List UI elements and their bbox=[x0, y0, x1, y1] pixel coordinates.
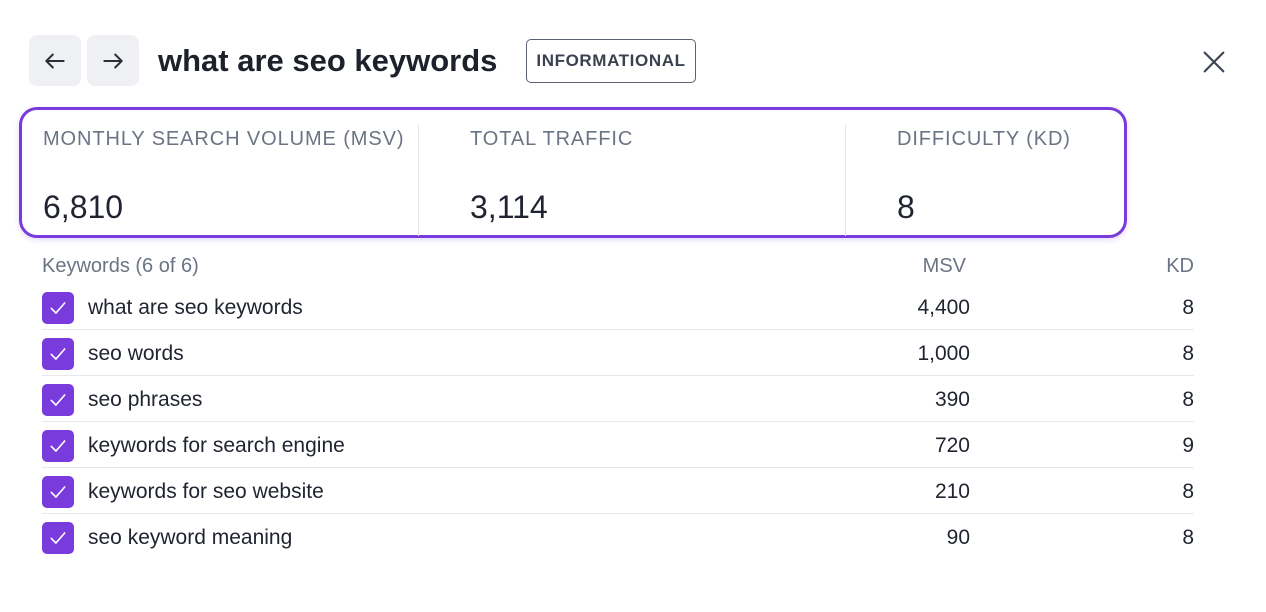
keywords-list: what are seo keywords 4,400 8 seo words … bbox=[42, 284, 1194, 560]
keyword-checkbox[interactable] bbox=[42, 292, 74, 324]
keyword-kd: 8 bbox=[1182, 388, 1194, 411]
keyword-kd: 8 bbox=[1182, 526, 1194, 549]
checkmark-icon bbox=[50, 348, 66, 360]
close-icon bbox=[1203, 51, 1225, 73]
keyword-kd: 8 bbox=[1182, 480, 1194, 503]
keyword-text: seo keyword meaning bbox=[88, 526, 293, 549]
table-row: keywords for search engine 720 9 bbox=[42, 422, 1194, 468]
arrow-left-icon bbox=[45, 53, 65, 68]
stat-value: 8 bbox=[897, 189, 915, 225]
keyword-checkbox[interactable] bbox=[42, 384, 74, 416]
keywords-column-header: Keywords (6 of 6) bbox=[42, 255, 199, 277]
forward-button[interactable] bbox=[87, 35, 139, 86]
table-row: what are seo keywords 4,400 8 bbox=[42, 284, 1194, 330]
keyword-text: seo words bbox=[88, 342, 184, 365]
keyword-msv: 90 bbox=[946, 526, 970, 549]
page-title: what are seo keywords bbox=[158, 43, 498, 78]
keyword-checkbox[interactable] bbox=[42, 430, 74, 462]
checkmark-icon bbox=[50, 486, 66, 498]
keyword-text: keywords for search engine bbox=[88, 434, 345, 457]
stats-card: MONTHLY SEARCH VOLUME (MSV) 6,810 TOTAL … bbox=[19, 107, 1127, 238]
msv-column-header[interactable]: MSV bbox=[922, 255, 966, 277]
table-row: seo phrases 390 8 bbox=[42, 376, 1194, 422]
table-row: keywords for seo website 210 8 bbox=[42, 468, 1194, 514]
keyword-kd: 8 bbox=[1182, 342, 1194, 365]
back-button[interactable] bbox=[29, 35, 81, 86]
checkmark-icon bbox=[50, 532, 66, 544]
keyword-text: seo phrases bbox=[88, 388, 203, 411]
keyword-checkbox[interactable] bbox=[42, 522, 74, 554]
checkmark-icon bbox=[50, 302, 66, 314]
arrow-right-icon bbox=[103, 53, 123, 68]
stat-divider bbox=[845, 125, 846, 236]
stat-difficulty: DIFFICULTY (KD) 8 bbox=[897, 110, 1107, 235]
stat-divider bbox=[418, 125, 419, 236]
stat-label: DIFFICULTY (KD) bbox=[897, 128, 1071, 150]
table-row: seo keyword meaning 90 8 bbox=[42, 514, 1194, 560]
keywords-table-header: Keywords (6 of 6) MSV KD bbox=[0, 253, 1266, 279]
stat-label: TOTAL TRAFFIC bbox=[470, 128, 634, 150]
stat-total-traffic: TOTAL TRAFFIC 3,114 bbox=[470, 110, 846, 235]
keyword-checkbox[interactable] bbox=[42, 338, 74, 370]
stat-label: MONTHLY SEARCH VOLUME (MSV) bbox=[43, 128, 405, 150]
checkmark-icon bbox=[50, 394, 66, 406]
stat-value: 3,114 bbox=[470, 189, 548, 225]
intent-badge: INFORMATIONAL bbox=[526, 39, 696, 83]
checkmark-icon bbox=[50, 440, 66, 452]
table-row: seo words 1,000 8 bbox=[42, 330, 1194, 376]
keyword-msv: 210 bbox=[934, 480, 970, 503]
keyword-kd: 8 bbox=[1182, 296, 1194, 319]
keyword-text: keywords for seo website bbox=[88, 480, 324, 503]
keyword-msv: 390 bbox=[934, 388, 970, 411]
keyword-kd: 9 bbox=[1182, 434, 1194, 457]
keyword-msv: 1,000 bbox=[917, 342, 970, 365]
keyword-msv: 720 bbox=[934, 434, 970, 457]
stat-monthly-search-volume: MONTHLY SEARCH VOLUME (MSV) 6,810 bbox=[43, 110, 419, 235]
keyword-checkbox[interactable] bbox=[42, 476, 74, 508]
close-button[interactable] bbox=[1196, 44, 1232, 80]
kd-column-header[interactable]: KD bbox=[1166, 255, 1194, 277]
stat-value: 6,810 bbox=[43, 189, 124, 225]
keyword-msv: 4,400 bbox=[917, 296, 970, 319]
keyword-text: what are seo keywords bbox=[88, 296, 303, 319]
